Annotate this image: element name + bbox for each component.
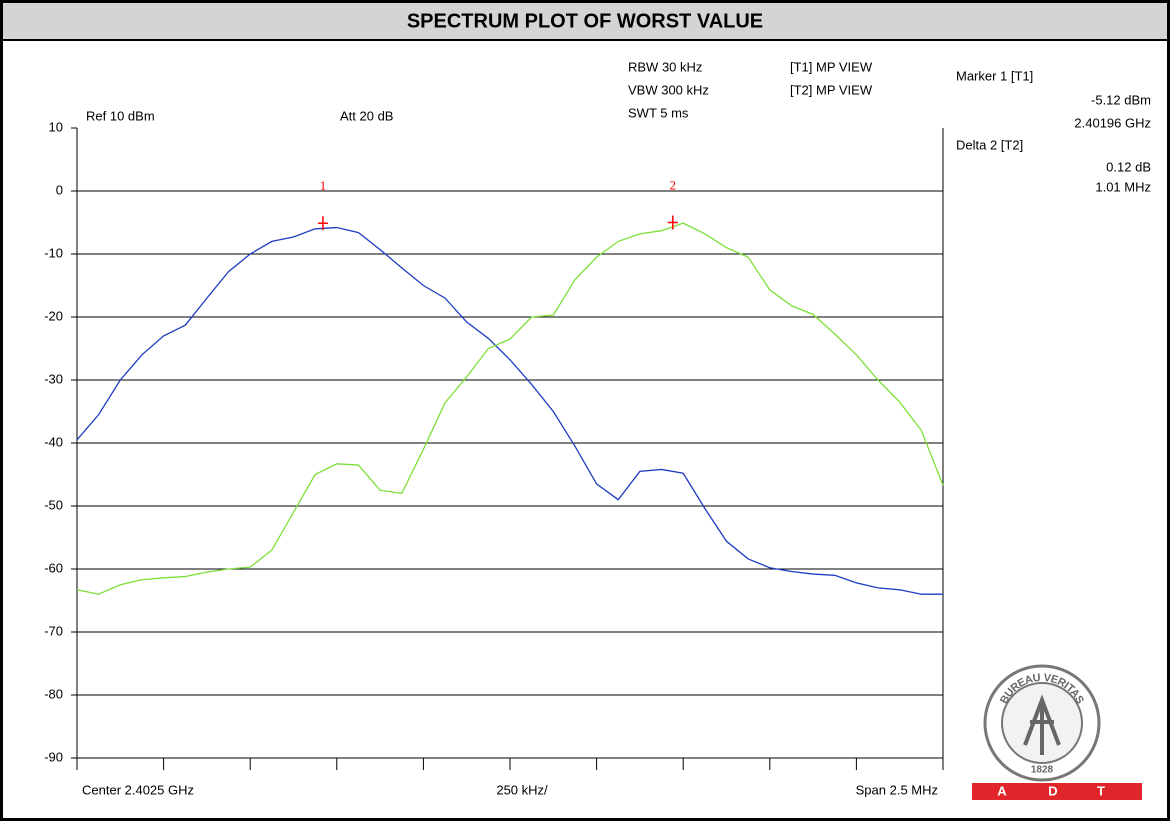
logo-bar	[972, 783, 1142, 800]
rbw: RBW 30 kHz	[628, 59, 702, 74]
y-tick-label: -50	[44, 497, 63, 512]
marker-level: -5.12 dBm	[1091, 92, 1151, 107]
marker-label: 2	[670, 177, 677, 192]
y-tick-label: -30	[44, 371, 63, 386]
logo-year: 1828	[1031, 765, 1054, 776]
delta-freq: 1.01 MHz	[1095, 179, 1151, 194]
logo-figure	[1023, 694, 1061, 755]
x-center-label: Center 2.4025 GHz	[82, 782, 194, 797]
x-div-label: 250 kHz/	[496, 782, 548, 797]
title-bar	[3, 3, 1167, 40]
y-tick-label: 10	[49, 119, 63, 134]
y-tick-label: -90	[44, 749, 63, 764]
marker-title: Marker 1 [T1]	[956, 68, 1033, 83]
trace	[76, 226, 943, 595]
trace2-mode: [T2] MP VIEW	[790, 82, 873, 97]
logo-letter: A	[997, 783, 1007, 798]
y-tick-label: -20	[44, 308, 63, 323]
logo-letter: D	[1048, 783, 1057, 798]
y-tick-label: -80	[44, 686, 63, 701]
marker	[317, 216, 328, 231]
vbw: VBW 300 kHz	[628, 82, 709, 97]
delta-level: 0.12 dB	[1106, 159, 1151, 174]
marker	[667, 215, 678, 230]
logo: BUREAU VERITAS 1828 A D T	[972, 664, 1142, 800]
delta-title: Delta 2 [T2]	[956, 137, 1023, 152]
logo-letter: T	[1097, 783, 1105, 798]
y-tick-label: -10	[44, 245, 63, 260]
trace	[76, 222, 944, 595]
x-span-label: Span 2.5 MHz	[856, 782, 938, 797]
marker-label: 1	[320, 178, 327, 193]
chart-title: SPECTRUM PLOT OF WORST VALUE	[407, 10, 763, 32]
y-tick-label: -70	[44, 623, 63, 638]
y-tick-label: -60	[44, 560, 63, 575]
swt: SWT 5 ms	[628, 105, 689, 120]
ref-level: Ref 10 dBm	[86, 108, 155, 123]
attenuation: Att 20 dB	[340, 108, 393, 123]
y-tick-label: 0	[56, 182, 63, 197]
y-tick-label: -40	[44, 434, 63, 449]
marker-freq: 2.40196 GHz	[1074, 115, 1151, 130]
trace1-mode: [T1] MP VIEW	[790, 59, 873, 74]
